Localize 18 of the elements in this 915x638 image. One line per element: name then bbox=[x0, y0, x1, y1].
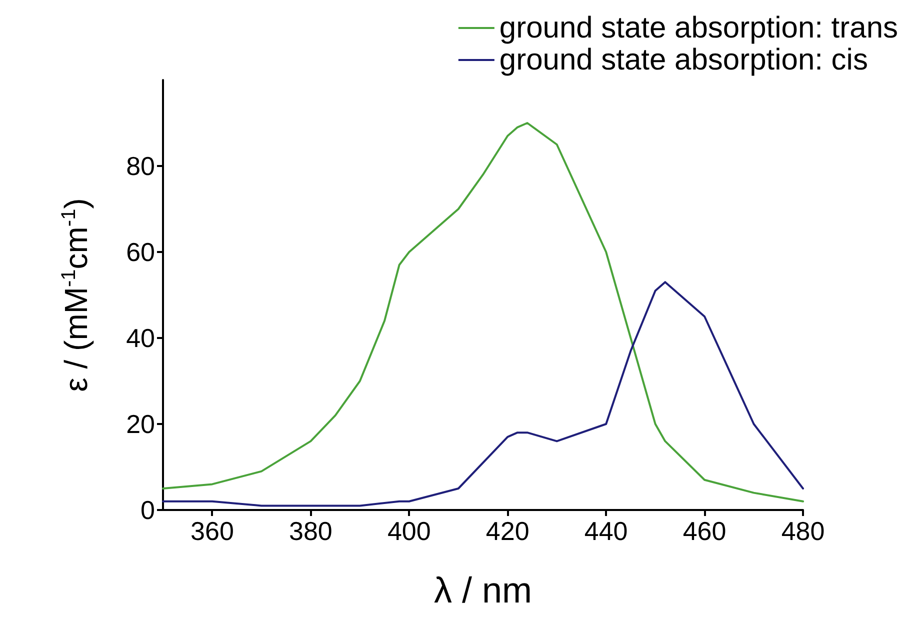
line-series bbox=[162, 122, 804, 502]
x-tick-label: 460 bbox=[682, 516, 726, 546]
x-tick-label: 380 bbox=[288, 516, 332, 546]
y-tick-label: 80 bbox=[126, 151, 155, 181]
y-tick-label: 60 bbox=[126, 237, 155, 267]
legend-label: ground state absorption: trans bbox=[499, 12, 898, 44]
y-tick-label: 0 bbox=[140, 495, 155, 525]
x-axis-title: λ / nm bbox=[434, 570, 532, 610]
x-tick-label: 400 bbox=[387, 516, 431, 546]
line-series bbox=[162, 281, 804, 507]
legend-label: ground state absorption: cis bbox=[499, 44, 868, 76]
x-tick-label: 440 bbox=[584, 516, 628, 546]
y-axis-title: ε / (mM-1cm-1) bbox=[58, 198, 94, 392]
y-tick-label: 20 bbox=[126, 409, 155, 439]
y-tick-label: 40 bbox=[126, 323, 155, 353]
x-tick-label: 480 bbox=[781, 516, 825, 546]
x-tick-label: 360 bbox=[190, 516, 234, 546]
x-tick-label: 420 bbox=[486, 516, 530, 546]
